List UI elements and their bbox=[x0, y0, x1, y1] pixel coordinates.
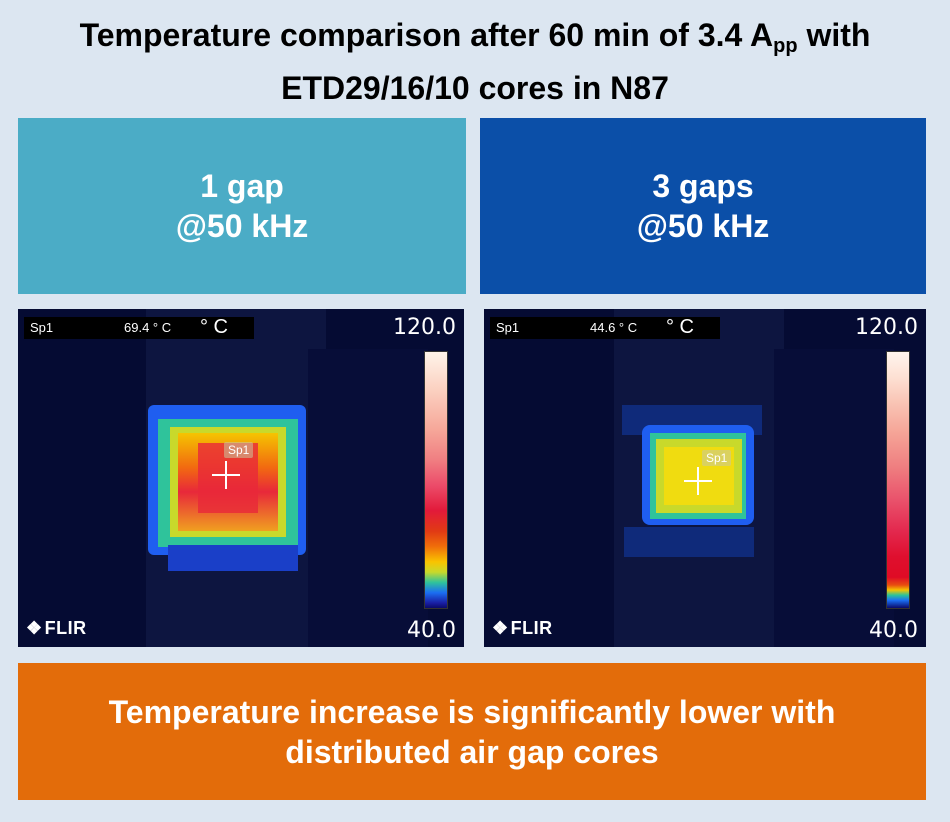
title-text: Temperature comparison after 60 min of 3… bbox=[79, 17, 774, 53]
panel-header-1-gap: 1 gap @50 kHz bbox=[18, 118, 466, 294]
thermal-image-3-gaps: Sp1 44.6 ° C ° C 120.0 40.0 Sp1 ❖ FLIR bbox=[484, 309, 926, 647]
title-line-1: Temperature comparison after 60 min of 3… bbox=[0, 14, 950, 67]
title-subscript: pp bbox=[773, 35, 798, 57]
page-title: Temperature comparison after 60 min of 3… bbox=[0, 14, 950, 109]
temperature-scale-bar bbox=[886, 351, 910, 609]
conclusion-banner: Temperature increase is significantly lo… bbox=[18, 663, 926, 800]
panel-header-line-2: @50 kHz bbox=[175, 208, 309, 244]
spot-unit: ° C bbox=[666, 316, 694, 338]
flir-text: FLIR bbox=[44, 618, 87, 638]
spot-marker-label: Sp1 bbox=[224, 442, 254, 458]
spot-value: 69.4 ° C bbox=[124, 320, 172, 335]
panel-header-line-1: 3 gaps bbox=[652, 168, 754, 204]
spot-label: Sp1 bbox=[30, 320, 54, 335]
spot-readout: Sp1 69.4 ° C ° C bbox=[24, 316, 254, 339]
flir-text: FLIR bbox=[510, 618, 553, 638]
spot-label: Sp1 bbox=[496, 320, 520, 335]
flir-icon: ❖ bbox=[492, 618, 509, 638]
flir-logo: ❖ FLIR bbox=[26, 618, 87, 639]
title-line-2: ETD29/16/10 cores in N87 bbox=[281, 70, 669, 106]
spot-readout: Sp1 44.6 ° C ° C bbox=[490, 316, 720, 339]
title-text-end: with bbox=[797, 17, 871, 53]
thermal-image-1-gap: Sp1 69.4 ° C ° C 120.0 40.0 Sp1 ❖ FLIR bbox=[18, 309, 464, 647]
flir-icon: ❖ bbox=[26, 618, 43, 638]
scale-min-label: 40.0 bbox=[407, 618, 456, 643]
conclusion-line-1: Temperature increase is significantly lo… bbox=[108, 693, 836, 730]
flir-logo: ❖ FLIR bbox=[492, 618, 553, 639]
crosshair-icon bbox=[684, 467, 712, 495]
panel-header-line-1: 1 gap bbox=[200, 168, 284, 204]
crosshair-icon bbox=[212, 461, 240, 489]
spot-unit: ° C bbox=[200, 316, 228, 338]
panel-header-line-2: @50 kHz bbox=[636, 208, 770, 244]
thermal-scene bbox=[146, 309, 428, 647]
spot-marker-label: Sp1 bbox=[702, 450, 732, 466]
scale-max-label: 120.0 bbox=[393, 315, 456, 340]
thermal-scene bbox=[614, 309, 894, 647]
scale-max-label: 120.0 bbox=[855, 315, 918, 340]
scale-min-label: 40.0 bbox=[869, 618, 918, 643]
conclusion-line-2: distributed air gap cores bbox=[285, 733, 659, 770]
panel-header-3-gaps: 3 gaps @50 kHz bbox=[480, 118, 926, 294]
spot-value: 44.6 ° C bbox=[590, 320, 638, 335]
temperature-scale-bar bbox=[424, 351, 448, 609]
